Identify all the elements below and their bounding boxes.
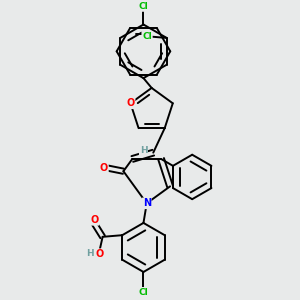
Text: H: H	[140, 146, 147, 154]
Text: Cl: Cl	[139, 2, 148, 11]
Text: H: H	[86, 249, 94, 258]
Text: N: N	[143, 198, 151, 208]
Text: O: O	[126, 98, 135, 108]
Text: Cl: Cl	[139, 288, 148, 297]
Text: O: O	[96, 249, 104, 259]
Text: O: O	[100, 163, 108, 173]
Text: O: O	[90, 215, 99, 225]
Text: Cl: Cl	[142, 32, 152, 41]
